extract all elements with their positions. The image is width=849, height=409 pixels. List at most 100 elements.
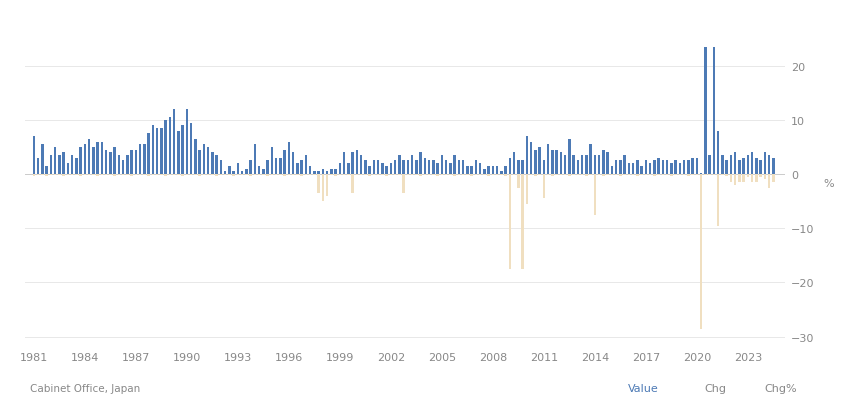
Bar [296, 175, 299, 176]
Bar [105, 150, 108, 175]
Bar [759, 175, 762, 178]
Bar [593, 156, 596, 175]
Bar [759, 161, 762, 175]
Bar [483, 169, 486, 175]
Bar [543, 175, 545, 199]
Bar [67, 175, 70, 176]
Bar [407, 161, 409, 175]
Bar [165, 175, 167, 176]
Bar [772, 158, 774, 175]
Bar [211, 153, 214, 175]
Bar [292, 153, 295, 175]
Bar [114, 148, 116, 175]
Bar [237, 164, 239, 175]
Bar [177, 175, 180, 176]
Bar [453, 156, 456, 175]
Bar [390, 164, 392, 175]
Bar [470, 166, 473, 175]
Bar [271, 175, 273, 176]
Bar [666, 175, 668, 176]
Bar [84, 175, 87, 176]
Bar [148, 175, 150, 176]
Bar [356, 150, 358, 175]
Bar [678, 164, 681, 175]
Bar [156, 175, 159, 176]
Bar [526, 137, 528, 175]
Bar [755, 175, 757, 183]
Bar [700, 173, 702, 175]
Bar [449, 164, 452, 175]
Y-axis label: %: % [823, 178, 834, 188]
Bar [479, 175, 481, 176]
Text: Cabinet Office, Japan: Cabinet Office, Japan [30, 383, 140, 393]
Bar [470, 175, 473, 176]
Bar [50, 175, 53, 176]
Bar [76, 175, 78, 176]
Bar [691, 175, 694, 176]
Bar [156, 129, 159, 175]
Bar [228, 175, 231, 176]
Bar [627, 175, 630, 176]
Bar [521, 175, 524, 269]
Bar [492, 175, 494, 176]
Bar [538, 175, 541, 176]
Bar [335, 175, 337, 176]
Bar [564, 175, 566, 176]
Bar [627, 164, 630, 175]
Bar [245, 169, 248, 175]
Bar [632, 164, 634, 175]
Bar [50, 156, 53, 175]
Bar [203, 175, 205, 176]
Bar [543, 161, 545, 175]
Bar [644, 161, 647, 175]
Bar [661, 175, 664, 176]
Bar [615, 161, 617, 175]
Bar [275, 158, 278, 175]
Bar [767, 156, 770, 175]
Bar [262, 175, 265, 176]
Bar [746, 156, 749, 175]
Bar [640, 166, 643, 175]
Bar [88, 175, 91, 176]
Bar [241, 175, 244, 176]
Bar [729, 175, 732, 183]
Bar [734, 175, 736, 185]
Bar [717, 131, 719, 175]
Bar [211, 175, 214, 176]
Bar [636, 175, 638, 176]
Bar [258, 175, 261, 176]
Bar [504, 175, 507, 176]
Bar [301, 175, 303, 176]
Bar [572, 175, 575, 176]
Bar [37, 175, 40, 176]
Bar [313, 175, 316, 176]
Bar [708, 175, 711, 176]
Bar [377, 161, 380, 175]
Bar [725, 175, 728, 176]
Bar [364, 175, 367, 176]
Bar [670, 175, 672, 176]
Bar [767, 175, 770, 188]
Bar [704, 175, 706, 176]
Bar [186, 175, 188, 176]
Bar [534, 175, 537, 176]
Bar [233, 172, 235, 175]
Bar [576, 161, 579, 175]
Bar [674, 175, 677, 176]
Bar [76, 158, 78, 175]
Bar [585, 156, 588, 175]
Bar [173, 110, 176, 175]
Bar [220, 161, 222, 175]
Bar [131, 150, 133, 175]
Bar [186, 110, 188, 175]
Bar [390, 175, 392, 176]
Bar [301, 161, 303, 175]
Bar [683, 175, 685, 176]
Bar [751, 175, 753, 183]
Bar [143, 145, 146, 175]
Bar [708, 156, 711, 175]
Bar [738, 175, 740, 183]
Bar [483, 175, 486, 176]
Bar [326, 175, 329, 196]
Bar [509, 158, 511, 175]
